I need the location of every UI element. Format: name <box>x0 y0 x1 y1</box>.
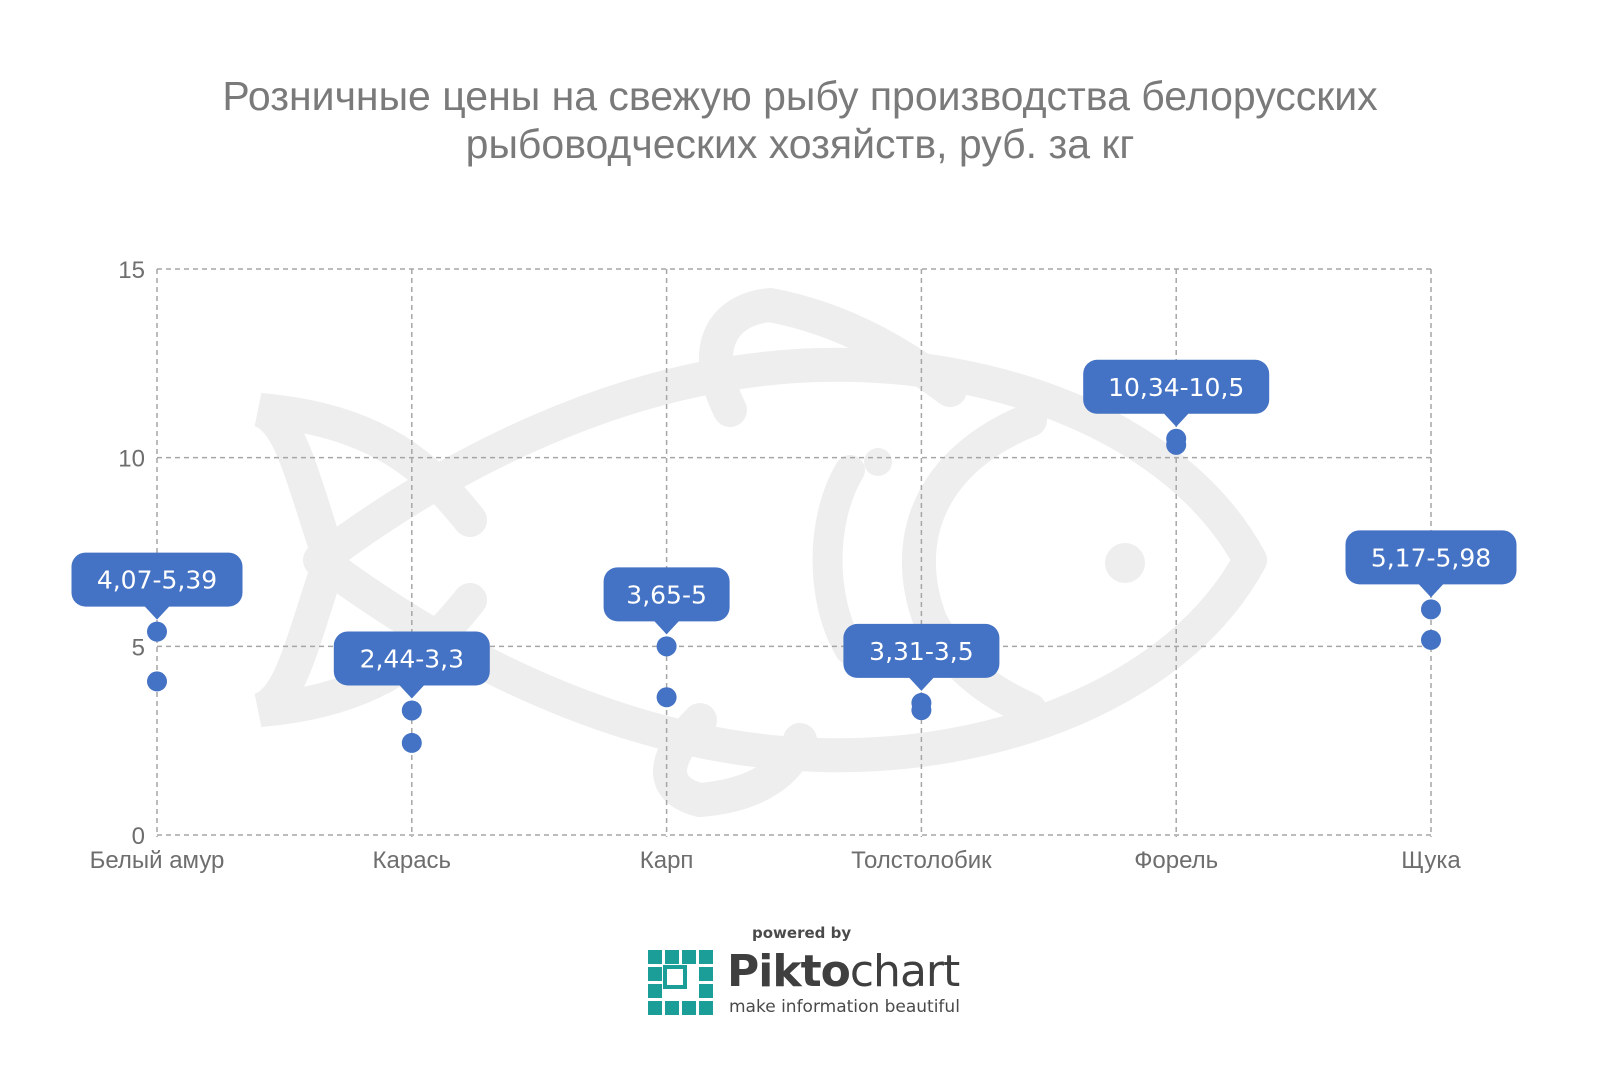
data-label-bubble: 2,44-3,3 <box>333 631 490 699</box>
chart-plot: 0 5 10 15 Белый амур Карась Карп Толстолобик Фор… <box>71 257 1517 874</box>
y-tick-label: 15 <box>118 257 145 284</box>
data-label-bubble: 5,17-5,98 <box>1345 530 1517 598</box>
data-label: 3,31-3,5 <box>869 637 973 666</box>
data-label: 2,44-3,3 <box>360 644 464 673</box>
logo-cell <box>699 1001 713 1015</box>
data-label: 3,65-5 <box>626 580 707 609</box>
logo-cell <box>682 950 696 964</box>
chart-axes: 0 5 10 15 Белый амур Карась Карп Толстолобик Фор… <box>90 257 1462 874</box>
brand-name-bold: Pikto <box>727 946 851 997</box>
logo-cell <box>648 950 662 964</box>
x-tick-label: Карась <box>373 847 452 874</box>
chart-title-line-2: рыбоводческих хозяйств, руб. за кг <box>465 121 1135 167</box>
fish-icon <box>253 287 1267 818</box>
data-label: 4,07-5,39 <box>97 566 217 595</box>
logo-cell <box>682 1001 696 1015</box>
bubble-pointer <box>144 605 170 620</box>
powered-by-text: powered by <box>752 924 852 942</box>
logo-cell <box>648 984 662 998</box>
data-label-bubble: 3,31-3,5 <box>843 623 1000 691</box>
y-tick-label: 5 <box>132 634 145 661</box>
data-point <box>656 636 677 657</box>
bubble-pointer <box>1418 583 1444 598</box>
bubble-box <box>843 623 1000 678</box>
data-label: 10,34-10,5 <box>1108 373 1244 402</box>
bubble-pointer <box>398 684 425 699</box>
bubble-box <box>1083 359 1270 414</box>
data-point <box>401 700 422 721</box>
data-point <box>911 692 932 713</box>
logo-cell <box>699 967 713 981</box>
logo-inner <box>663 965 687 989</box>
y-tick-label: 0 <box>132 823 145 850</box>
x-tick-label: Форель <box>1134 847 1218 874</box>
logo-cell <box>699 984 713 998</box>
brand-name: Piktochart <box>727 946 960 997</box>
bubble-box <box>71 552 243 607</box>
data-point <box>1166 428 1187 449</box>
bubble-box <box>603 567 730 622</box>
data-point <box>1421 629 1441 650</box>
bubble-pointer <box>1163 412 1190 427</box>
chart-markers <box>147 428 1441 753</box>
data-point <box>147 621 167 642</box>
data-point <box>401 732 422 753</box>
bubble-pointer <box>908 676 935 691</box>
bubble-pointer <box>653 620 680 635</box>
chart-data-labels: 4,07-5,39 2,44-3,3 3,65-5 3,31-3,5 10,34-10,… <box>71 359 1517 699</box>
data-label-bubble: 4,07-5,39 <box>71 552 243 620</box>
data-point <box>147 671 167 692</box>
logo-cell <box>648 1001 662 1015</box>
logo-cell <box>699 950 713 964</box>
logo-cell <box>665 950 679 964</box>
footer: powered by Piktochart make information b… <box>0 920 1600 1050</box>
data-label-bubble: 10,34-10,5 <box>1083 359 1270 427</box>
chart-title-line-1: Розничные цены на свежую рыбу производст… <box>222 73 1378 119</box>
logo-cell <box>648 967 662 981</box>
bubble-box <box>1345 530 1517 585</box>
piktochart-logo-icon <box>648 950 713 1015</box>
data-label-bubble: 3,65-5 <box>603 567 730 635</box>
chart-title: Розничные цены на свежую рыбу производст… <box>0 72 1600 168</box>
x-tick-label: Карп <box>640 847 694 874</box>
x-tick-label: Белый амур <box>90 847 225 874</box>
bubble-box <box>333 631 490 686</box>
brand-tagline: make information beautiful <box>729 997 960 1017</box>
y-tick-label: 10 <box>118 446 145 473</box>
x-tick-label: Толстолобик <box>851 847 992 874</box>
brand-name-light: chart <box>849 946 960 997</box>
logo-cell <box>665 1001 679 1015</box>
data-point <box>656 687 677 708</box>
data-point <box>1421 599 1441 620</box>
x-tick-label: Щука <box>1401 847 1461 874</box>
data-label: 5,17-5,98 <box>1371 543 1491 572</box>
